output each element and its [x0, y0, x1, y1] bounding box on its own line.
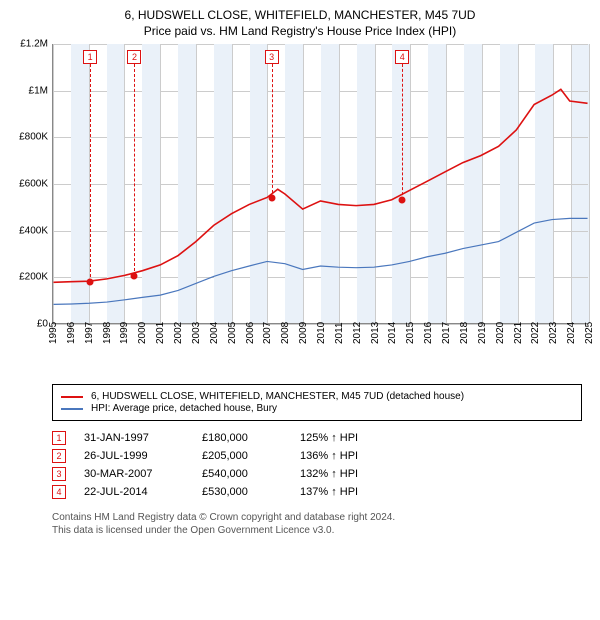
x-tick-label: 2017 [441, 322, 452, 344]
x-tick-label: 2021 [513, 322, 524, 344]
x-tick-label: 2023 [548, 322, 559, 344]
chart-title-address: 6, HUDSWELL CLOSE, WHITEFIELD, MANCHESTE… [10, 8, 590, 22]
sale-dot [399, 197, 406, 204]
x-tick-label: 2019 [477, 322, 488, 344]
x-tick-label: 2018 [459, 322, 470, 344]
x-tick-label: 2011 [334, 322, 345, 344]
sales-price: £540,000 [202, 468, 282, 480]
x-tick-label: 2016 [423, 322, 434, 344]
plot-area: 1 2 3 4 [52, 44, 588, 324]
sales-row: 3 30-MAR-2007 £540,000 132% ↑ HPI [52, 465, 582, 483]
x-tick-label: 2022 [530, 322, 541, 344]
x-tick-label: 2009 [298, 322, 309, 344]
sale-dot [268, 195, 275, 202]
legend-swatch [61, 396, 83, 398]
y-axis-labels: £0£200K£400K£600K£800K£1M£1.2M [10, 44, 50, 324]
x-tick-label: 2005 [227, 322, 238, 344]
x-axis-labels: 1995199619971998199920002001200220032004… [52, 326, 588, 374]
x-tick-label: 1995 [48, 322, 59, 344]
x-tick-label: 2012 [352, 322, 363, 344]
x-tick-label: 2003 [191, 322, 202, 344]
y-tick-label: £600K [19, 179, 48, 190]
sales-date: 31-JAN-1997 [84, 432, 184, 444]
x-tick-label: 2004 [209, 322, 220, 344]
sales-marker: 4 [52, 485, 66, 499]
y-tick-label: £0 [37, 319, 48, 330]
y-tick-label: £800K [19, 132, 48, 143]
sales-pct: 132% ↑ HPI [300, 468, 400, 480]
chart-subtitle: Price paid vs. HM Land Registry's House … [10, 24, 590, 38]
sales-marker: 2 [52, 449, 66, 463]
sales-date: 30-MAR-2007 [84, 468, 184, 480]
sales-table: 1 31-JAN-1997 £180,000 125% ↑ HPI 2 26-JUL-19… [52, 429, 582, 501]
x-tick-label: 1998 [102, 322, 113, 344]
footer-line: This data is licensed under the Open Gov… [52, 524, 586, 537]
x-tick-label: 2013 [370, 322, 381, 344]
y-tick-label: £1.2M [20, 39, 48, 50]
sale-dot [87, 279, 94, 286]
legend-swatch [61, 408, 83, 410]
x-tick-label: 2000 [137, 322, 148, 344]
sale-dot [131, 273, 138, 280]
chart-titles: 6, HUDSWELL CLOSE, WHITEFIELD, MANCHESTE… [10, 8, 590, 38]
sale-marker-box: 3 [265, 50, 279, 64]
x-tick-label: 1996 [66, 322, 77, 344]
sales-pct: 137% ↑ HPI [300, 486, 400, 498]
x-tick-label: 2007 [262, 322, 273, 344]
y-tick-label: £200K [19, 272, 48, 283]
sales-row: 1 31-JAN-1997 £180,000 125% ↑ HPI [52, 429, 582, 447]
y-tick-label: £1M [29, 85, 48, 96]
sale-marker-box: 2 [127, 50, 141, 64]
y-tick-label: £400K [19, 225, 48, 236]
sales-date: 22-JUL-2014 [84, 486, 184, 498]
x-tick-label: 2024 [566, 322, 577, 344]
x-tick-label: 2010 [316, 322, 327, 344]
legend-item: HPI: Average price, detached house, Bury [61, 403, 573, 414]
x-tick-label: 1999 [119, 322, 130, 344]
sale-marker-box: 1 [83, 50, 97, 64]
sales-price: £530,000 [202, 486, 282, 498]
sales-price: £205,000 [202, 450, 282, 462]
sales-pct: 125% ↑ HPI [300, 432, 400, 444]
sales-date: 26-JUL-1999 [84, 450, 184, 462]
x-tick-label: 2002 [173, 322, 184, 344]
footer: Contains HM Land Registry data © Crown c… [52, 511, 586, 537]
x-tick-label: 2020 [495, 322, 506, 344]
sales-pct: 136% ↑ HPI [300, 450, 400, 462]
x-tick-label: 1997 [84, 322, 95, 344]
legend-label: HPI: Average price, detached house, Bury [91, 403, 277, 414]
x-tick-label: 2008 [280, 322, 291, 344]
line-series-svg [53, 44, 588, 323]
x-tick-label: 2014 [387, 322, 398, 344]
sales-row: 2 26-JUL-1999 £205,000 136% ↑ HPI [52, 447, 582, 465]
sales-marker: 3 [52, 467, 66, 481]
x-tick-label: 2001 [155, 322, 166, 344]
footer-line: Contains HM Land Registry data © Crown c… [52, 511, 586, 524]
legend-label: 6, HUDSWELL CLOSE, WHITEFIELD, MANCHESTE… [91, 391, 464, 402]
x-tick-label: 2006 [245, 322, 256, 344]
sales-price: £180,000 [202, 432, 282, 444]
legend: 6, HUDSWELL CLOSE, WHITEFIELD, MANCHESTE… [52, 384, 582, 421]
sales-row: 4 22-JUL-2014 £530,000 137% ↑ HPI [52, 483, 582, 501]
x-tick-label: 2015 [405, 322, 416, 344]
sales-marker: 1 [52, 431, 66, 445]
legend-item: 6, HUDSWELL CLOSE, WHITEFIELD, MANCHESTE… [61, 391, 573, 402]
x-tick-label: 2025 [584, 322, 595, 344]
chart-area: £0£200K£400K£600K£800K£1M£1.2M 1234 1995… [10, 44, 590, 374]
sale-marker-box: 4 [395, 50, 409, 64]
